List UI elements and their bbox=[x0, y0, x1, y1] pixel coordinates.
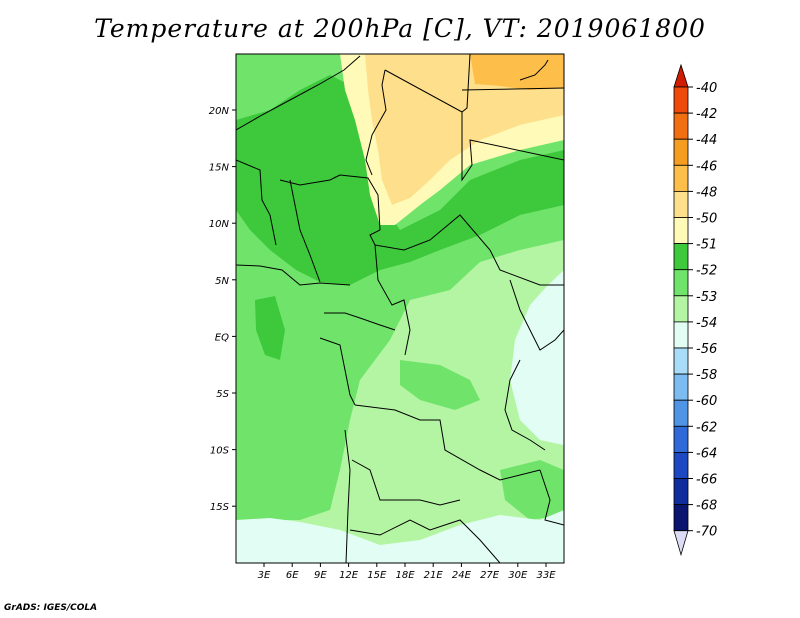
lat-tick-label: 15N bbox=[209, 163, 230, 174]
colorbar-segment bbox=[673, 504, 689, 532]
border-line bbox=[339, 174, 381, 246]
band-48 bbox=[470, 54, 564, 90]
lat-tick-label: 5N bbox=[215, 276, 229, 287]
map-title: Temperature at 200hPa [C], VT: 201906180… bbox=[94, 14, 706, 43]
colorbar-label: -60 bbox=[696, 394, 717, 409]
colorbar-segment bbox=[673, 112, 689, 140]
lat-tick-label: 20N bbox=[209, 106, 230, 117]
border-line bbox=[374, 244, 411, 356]
border-line bbox=[374, 214, 564, 286]
colorbar-label: -52 bbox=[696, 264, 717, 279]
colorbar-segment bbox=[673, 269, 689, 297]
colorbar: -40 -42 -44 -46 -48 -50 -51 -52 -53 -54 -56 -58 -60 -… bbox=[673, 63, 717, 557]
colorbar-segment bbox=[673, 217, 689, 245]
colorbar-label: -46 bbox=[696, 159, 717, 174]
border-line bbox=[319, 337, 356, 406]
colorbar-label: -50 bbox=[696, 212, 717, 227]
lon-tick-label: 33E bbox=[536, 570, 556, 581]
lat-tick-label: 10N bbox=[209, 219, 230, 230]
colorbar-segment bbox=[673, 399, 689, 427]
border-line bbox=[519, 59, 549, 81]
border-line bbox=[349, 519, 501, 563]
colorbar-label: -44 bbox=[696, 133, 717, 148]
lon-tick-label: 15E bbox=[367, 570, 387, 581]
band-50 bbox=[365, 54, 564, 205]
colorbar-segment bbox=[673, 451, 689, 479]
colorbar-label: -42 bbox=[696, 107, 717, 122]
border-line bbox=[365, 69, 387, 176]
lat-tick-label: EQ bbox=[215, 332, 229, 343]
border-line bbox=[461, 87, 564, 91]
border-line bbox=[344, 429, 351, 563]
colorbar-label: -53 bbox=[696, 290, 717, 305]
colorbar-label: -54 bbox=[696, 316, 717, 331]
band-56-south bbox=[236, 510, 564, 563]
band-53-south bbox=[500, 460, 564, 520]
colorbar-segment bbox=[673, 190, 689, 218]
lon-tick-label: 6E bbox=[286, 570, 299, 581]
colorbar-segment bbox=[673, 373, 689, 401]
border-line bbox=[384, 54, 471, 113]
footer-credit: GrADS: IGES/COLA bbox=[4, 603, 98, 613]
colorbar-segment bbox=[673, 321, 689, 349]
colorbar-top-arrow bbox=[673, 63, 689, 88]
colorbar-label: -62 bbox=[696, 420, 717, 435]
band-52-coast bbox=[255, 296, 285, 360]
lat-tick-label: 5S bbox=[216, 389, 229, 400]
lon-tick-label: 27E bbox=[480, 570, 500, 581]
border-line bbox=[236, 55, 361, 131]
border-line bbox=[289, 179, 321, 283]
colorbar-segment bbox=[673, 164, 689, 192]
lon-tick-label: 21E bbox=[424, 570, 444, 581]
border-line bbox=[236, 264, 351, 286]
lat-tick-label: 15S bbox=[210, 502, 230, 513]
longitude-axis: 3E 6E 9E 12E 15E 18E 21E 24E 27E 30E 33E bbox=[258, 563, 556, 581]
colorbar-segment bbox=[673, 295, 689, 323]
borders bbox=[236, 54, 564, 563]
lat-tick-label: 10S bbox=[210, 446, 230, 457]
latitude-axis: 20N 15N 10N 5N EQ 5S 10S 15S bbox=[209, 106, 236, 513]
colorbar-segment bbox=[673, 243, 689, 271]
border-line bbox=[236, 159, 277, 246]
border-line bbox=[539, 469, 564, 526]
lon-tick-label: 18E bbox=[395, 570, 415, 581]
lon-tick-label: 30E bbox=[508, 570, 528, 581]
temperature-field bbox=[236, 54, 564, 563]
colorbar-label: -64 bbox=[696, 446, 717, 461]
colorbar-label: -48 bbox=[696, 185, 717, 200]
lon-tick-label: 12E bbox=[339, 570, 359, 581]
border-line bbox=[324, 312, 396, 331]
colorbar-label: -68 bbox=[696, 499, 717, 514]
colorbar-segment bbox=[673, 138, 689, 166]
border-line bbox=[354, 404, 541, 481]
colorbar-label: -70 bbox=[696, 525, 717, 540]
lon-tick-label: 3E bbox=[258, 570, 271, 581]
colorbar-label: -40 bbox=[696, 81, 717, 96]
band-53-central bbox=[400, 360, 480, 410]
plot-frame bbox=[235, 53, 565, 564]
colorbar-label: -66 bbox=[696, 473, 717, 488]
colorbar-bottom-arrow bbox=[673, 530, 689, 557]
colorbar-segment bbox=[673, 86, 689, 114]
lon-tick-label: 24E bbox=[452, 570, 472, 581]
colorbar-segment bbox=[673, 347, 689, 375]
lon-tick-label: 9E bbox=[314, 570, 327, 581]
band-56-east bbox=[510, 270, 564, 445]
border-line bbox=[351, 459, 461, 506]
colorbar-segment bbox=[673, 425, 689, 453]
colorbar-label: -56 bbox=[696, 342, 717, 357]
colorbar-label: -51 bbox=[696, 238, 717, 253]
band-52 bbox=[236, 75, 564, 285]
colorbar-label: -58 bbox=[696, 368, 717, 383]
border-line bbox=[509, 279, 564, 351]
border-line bbox=[461, 112, 564, 182]
colorbar-segment bbox=[673, 478, 689, 506]
border-line bbox=[504, 359, 546, 451]
